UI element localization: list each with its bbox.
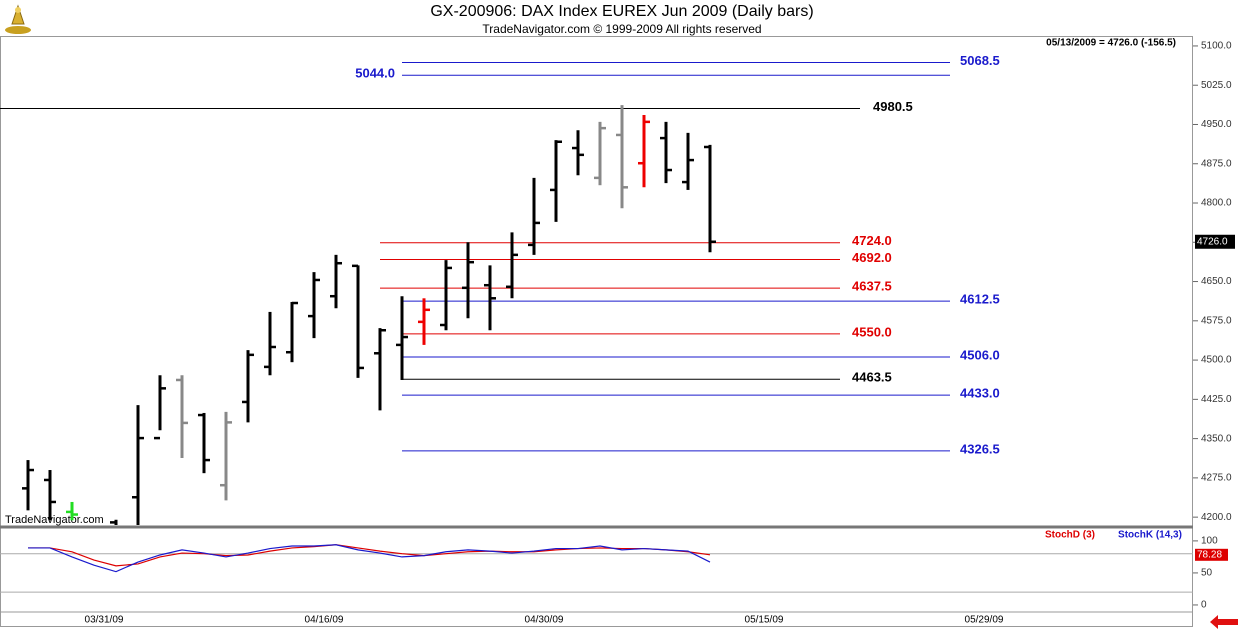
- stoch-line: [28, 544, 711, 567]
- x-tick-label: 05/29/09: [965, 615, 1004, 626]
- x-tick-label: 04/30/09: [525, 615, 564, 626]
- level-label: 4506.0: [960, 347, 1000, 362]
- level-label: 4637.5: [852, 279, 892, 294]
- scroll-arrow[interactable]: [1210, 615, 1238, 629]
- y-tick-label: 0: [1201, 600, 1207, 611]
- legend-entry: StochK (14,3): [1118, 530, 1182, 541]
- y-tick-label: 5100.0: [1201, 41, 1232, 52]
- y-tick-label: 4500.0: [1201, 355, 1232, 366]
- level-label: 4692.0: [852, 250, 892, 265]
- stoch-line: [28, 544, 711, 573]
- level-label: 4463.5: [852, 370, 892, 385]
- y-tick-label: 4575.0: [1201, 315, 1232, 326]
- level-label: 4612.5: [960, 292, 1000, 307]
- stoch-value-box: [1195, 548, 1228, 561]
- watermark: TradeNavigator.com: [5, 514, 104, 526]
- level-label: 4326.5: [960, 441, 1000, 456]
- last-price-box: [1195, 234, 1235, 249]
- y-tick-label: 4200.0: [1201, 512, 1232, 523]
- frame: [0, 36, 1193, 627]
- y-tick-label: 4425.0: [1201, 394, 1232, 405]
- plot-area: [0, 61, 950, 525]
- logo: [5, 4, 31, 34]
- y-tick-label: 100: [1201, 536, 1218, 547]
- y-tick-label: 4950.0: [1201, 119, 1232, 130]
- level-label: 4433.0: [960, 386, 1000, 401]
- y-tick-label: 4875.0: [1201, 158, 1232, 169]
- y-tick-label: 4350.0: [1201, 433, 1232, 444]
- last-price-label: 4726.0: [1197, 236, 1228, 247]
- level-label: 4980.5: [873, 99, 913, 114]
- x-tick-label: 04/16/09: [305, 615, 344, 626]
- info-text: 05/13/2009 = 4726.0 (-156.5): [1046, 38, 1176, 49]
- level-label: 5068.5: [960, 53, 1000, 68]
- chart-title: GX-200906: DAX Index EUREX Jun 2009 (Dai…: [430, 3, 813, 20]
- level-label: 5044.0: [355, 66, 395, 81]
- y-tick-label: 4650.0: [1201, 276, 1232, 287]
- y-tick-label: 4275.0: [1201, 473, 1232, 484]
- chart-subtitle: TradeNavigator.com © 1999-2009 All right…: [482, 22, 761, 36]
- level-label: 4724.0: [852, 233, 892, 248]
- legend-entry: StochD (3): [1045, 530, 1095, 541]
- y-tick-label: 50: [1201, 568, 1213, 579]
- y-tick-label: 4800.0: [1201, 198, 1232, 209]
- level-label: 4550.0: [852, 324, 892, 339]
- stoch-value-label: 78.28: [1197, 549, 1222, 560]
- x-tick-label: 05/15/09: [745, 615, 784, 626]
- y-tick-label: 5025.0: [1201, 80, 1232, 91]
- x-tick-label: 03/31/09: [85, 615, 124, 626]
